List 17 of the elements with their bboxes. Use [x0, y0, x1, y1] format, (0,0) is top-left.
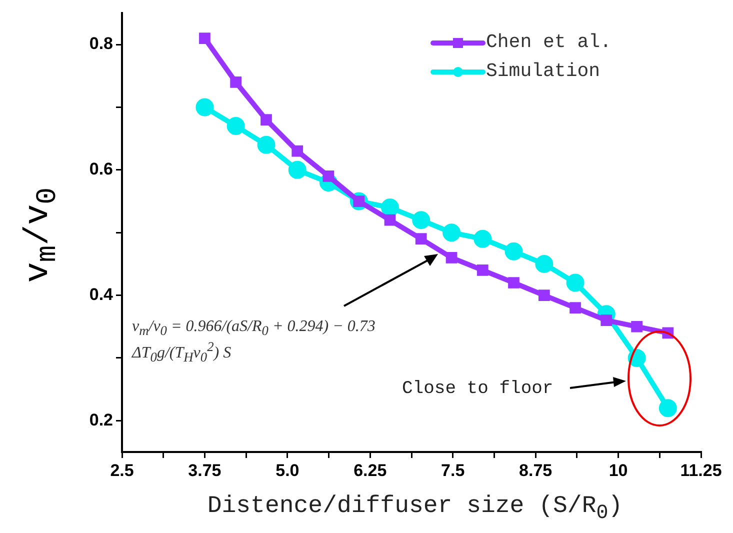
annotation: Close to floor: [402, 379, 554, 399]
y-tick-label: 0.8: [89, 34, 113, 54]
y-tick-label: 0.4: [89, 284, 114, 304]
legend-label: Chen et al.: [486, 30, 612, 55]
legend-label: Simulation: [486, 59, 600, 84]
x-tick-label: 5.0: [276, 460, 300, 480]
x-tick-label: 3.75: [188, 460, 222, 480]
x-tick-label: 8.75: [519, 460, 552, 480]
y-tick-label: 0.2: [89, 410, 113, 430]
x-tick-label: 2.5: [110, 460, 134, 480]
x-tick-label: 10: [608, 460, 628, 480]
x-tick-label: 7.5: [441, 460, 465, 480]
x-axis-title: Distence/diffuser size (S/R$_{0}$): [207, 493, 623, 525]
text: v$_{m}$/v$_{0}$ = 0.966/(aS/R$_{0}$ + 0.294) − 0.73 ΔT$_{0}$g/(T$_{H}$v$_{0}$$^{2}$) S: [132, 318, 376, 365]
x-tick-label: 6.25: [354, 460, 387, 480]
x-tick-label: 11.25: [680, 460, 722, 480]
y-tick-label: 0.6: [89, 160, 113, 179]
